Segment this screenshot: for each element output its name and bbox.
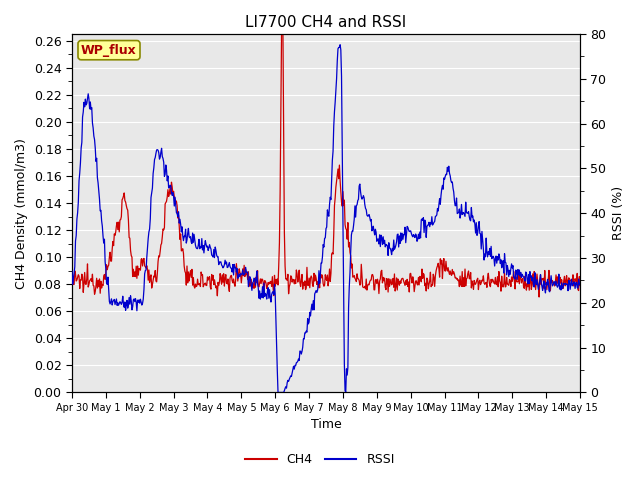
Title: LI7700 CH4 and RSSI: LI7700 CH4 and RSSI (245, 15, 406, 30)
X-axis label: Time: Time (310, 419, 341, 432)
Y-axis label: CH4 Density (mmol/m3): CH4 Density (mmol/m3) (15, 138, 28, 288)
Legend: CH4, RSSI: CH4, RSSI (240, 448, 400, 471)
Y-axis label: RSSI (%): RSSI (%) (612, 186, 625, 240)
Text: WP_flux: WP_flux (81, 44, 137, 57)
